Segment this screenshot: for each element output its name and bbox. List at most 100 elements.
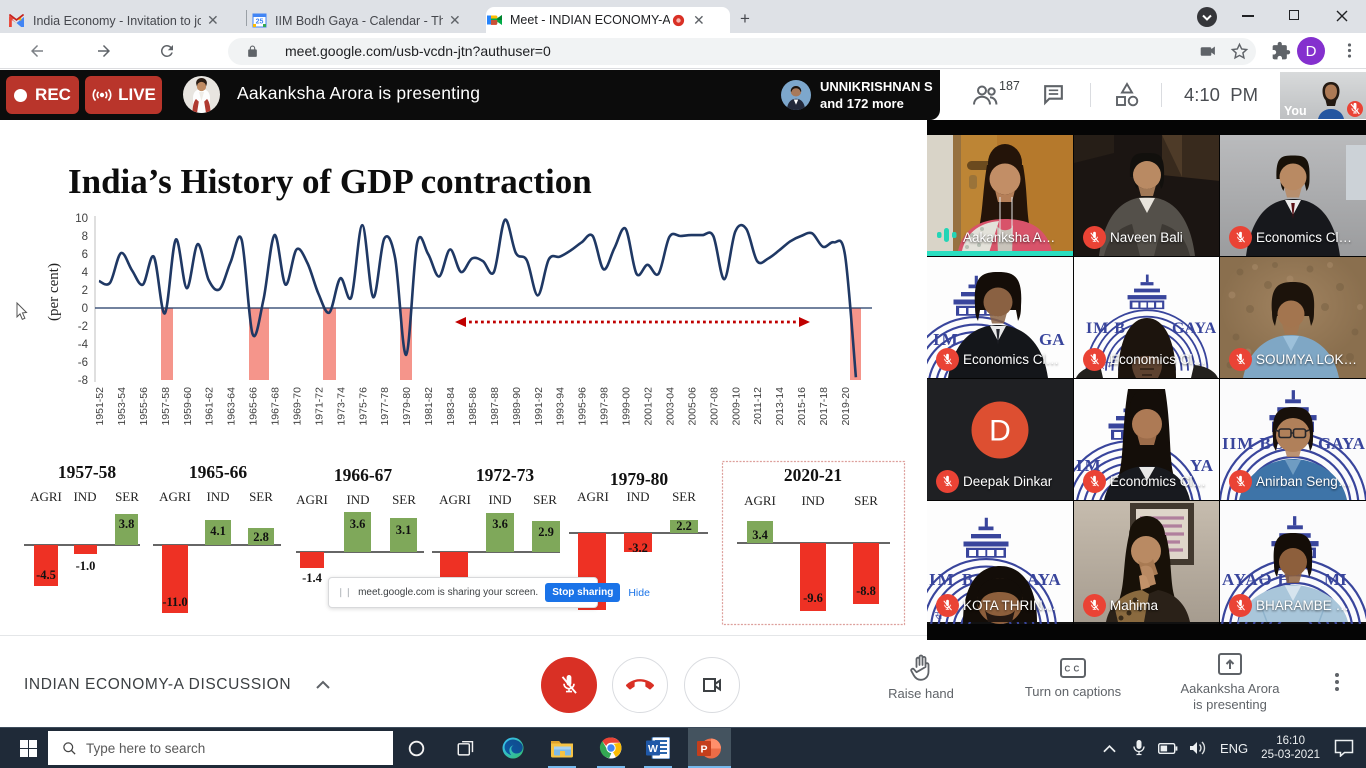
svg-text:YA: YA bbox=[1190, 456, 1214, 475]
svg-text:1987-88: 1987-88 bbox=[489, 387, 501, 426]
svg-text:IM: IM bbox=[933, 330, 960, 349]
svg-text:1979-80: 1979-80 bbox=[401, 387, 413, 426]
svg-text:1999-00: 1999-00 bbox=[621, 387, 633, 426]
svg-text:1983-84: 1983-84 bbox=[445, 387, 457, 426]
svg-text:C: C bbox=[1074, 665, 1080, 674]
svg-text:1981-82: 1981-82 bbox=[423, 387, 435, 426]
svg-text:-6: -6 bbox=[78, 357, 88, 369]
svg-text:2.2: 2.2 bbox=[676, 519, 692, 533]
svg-text:1955-56: 1955-56 bbox=[138, 387, 150, 426]
svg-text:1969-70: 1969-70 bbox=[292, 387, 304, 426]
svg-text:2005-06: 2005-06 bbox=[686, 387, 698, 426]
svg-text:SER: SER bbox=[672, 489, 696, 504]
svg-text:SER: SER bbox=[854, 493, 878, 508]
svg-text:1951-52: 1951-52 bbox=[94, 387, 106, 426]
svg-text:D: D bbox=[989, 415, 1011, 448]
svg-text:2019-20: 2019-20 bbox=[840, 387, 852, 426]
svg-text:-9.6: -9.6 bbox=[803, 591, 823, 605]
svg-text:GA: GA bbox=[1039, 330, 1065, 349]
svg-text:AGRI: AGRI bbox=[296, 492, 328, 507]
svg-text:IND: IND bbox=[346, 492, 369, 507]
svg-text:SER: SER bbox=[249, 489, 273, 504]
svg-text:6: 6 bbox=[82, 249, 88, 261]
svg-text:AGRI: AGRI bbox=[744, 493, 776, 508]
svg-text:स: स bbox=[935, 610, 943, 622]
svg-text:2: 2 bbox=[82, 285, 88, 297]
svg-text:2003-04: 2003-04 bbox=[664, 387, 676, 426]
svg-text:AGRI: AGRI bbox=[577, 489, 609, 504]
svg-text:IND: IND bbox=[626, 489, 649, 504]
svg-text:4: 4 bbox=[82, 267, 89, 279]
svg-text:GAYA: GAYA bbox=[1172, 320, 1217, 337]
svg-text:2001-02: 2001-02 bbox=[643, 387, 655, 426]
svg-text:2015-16: 2015-16 bbox=[796, 387, 808, 426]
svg-text:AYAƏ H: AYAƏ H bbox=[1222, 570, 1292, 589]
svg-text:1972-73: 1972-73 bbox=[476, 465, 535, 485]
svg-text:1959-60: 1959-60 bbox=[182, 387, 194, 426]
svg-text:2009-10: 2009-10 bbox=[730, 387, 742, 426]
svg-text:1965-66: 1965-66 bbox=[189, 462, 248, 482]
svg-text:3.1: 3.1 bbox=[396, 523, 412, 537]
svg-text:1963-64: 1963-64 bbox=[226, 387, 238, 426]
svg-text:1995-96: 1995-96 bbox=[577, 387, 589, 426]
svg-text:1977-78: 1977-78 bbox=[379, 387, 391, 426]
svg-text:P: P bbox=[700, 743, 707, 755]
svg-text:IM B: IM B bbox=[1086, 320, 1126, 337]
svg-text:3.4: 3.4 bbox=[752, 528, 768, 542]
svg-text:1997-98: 1997-98 bbox=[599, 387, 611, 426]
svg-text:1971-72: 1971-72 bbox=[313, 387, 325, 426]
svg-text:AYA: AYA bbox=[1027, 570, 1061, 589]
svg-text:IND: IND bbox=[488, 492, 511, 507]
svg-text:W: W bbox=[648, 743, 658, 755]
svg-text:-2: -2 bbox=[78, 321, 88, 333]
svg-text:8: 8 bbox=[82, 231, 88, 243]
svg-text:1985-86: 1985-86 bbox=[467, 387, 479, 426]
svg-text:-4: -4 bbox=[78, 339, 89, 351]
svg-text:-8.8: -8.8 bbox=[856, 584, 876, 598]
svg-text:1991-92: 1991-92 bbox=[533, 387, 545, 426]
svg-text:1957-58: 1957-58 bbox=[160, 387, 172, 426]
svg-text:25: 25 bbox=[256, 19, 264, 26]
svg-text:AGRI: AGRI bbox=[439, 492, 471, 507]
svg-text:AGRI: AGRI bbox=[30, 489, 62, 504]
svg-text:1966-67: 1966-67 bbox=[334, 465, 393, 485]
svg-text:(per cent): (per cent) bbox=[46, 263, 62, 321]
svg-text:-4.5: -4.5 bbox=[36, 568, 56, 582]
svg-text:3.8: 3.8 bbox=[119, 517, 135, 531]
svg-text:3.6: 3.6 bbox=[350, 517, 366, 531]
svg-text:-3.2: -3.2 bbox=[628, 541, 648, 555]
svg-text:C: C bbox=[1065, 665, 1071, 674]
svg-text:SER: SER bbox=[392, 492, 416, 507]
svg-text:2.9: 2.9 bbox=[538, 525, 554, 539]
svg-text:1973-74: 1973-74 bbox=[335, 387, 347, 426]
svg-text:-1.4: -1.4 bbox=[302, 571, 323, 585]
svg-text:1953-54: 1953-54 bbox=[116, 387, 128, 426]
svg-text:4.1: 4.1 bbox=[210, 524, 226, 538]
svg-text:1957-58: 1957-58 bbox=[58, 462, 117, 482]
svg-text:1989-90: 1989-90 bbox=[511, 387, 523, 426]
svg-text:1965-66: 1965-66 bbox=[248, 387, 260, 426]
svg-text:SER: SER bbox=[115, 489, 139, 504]
svg-text:MI: MI bbox=[1324, 570, 1347, 589]
svg-text:2007-08: 2007-08 bbox=[708, 387, 720, 426]
svg-text:-8: -8 bbox=[78, 375, 88, 387]
svg-text:3.6: 3.6 bbox=[492, 517, 508, 531]
svg-text:1975-76: 1975-76 bbox=[357, 387, 369, 426]
svg-text:2020-21: 2020-21 bbox=[784, 465, 842, 485]
svg-text:2017-18: 2017-18 bbox=[818, 387, 830, 426]
svg-text:AGRI: AGRI bbox=[159, 489, 191, 504]
svg-text:IIM BO: IIM BO bbox=[1222, 434, 1286, 453]
svg-text:IND: IND bbox=[73, 489, 96, 504]
svg-text:0: 0 bbox=[82, 303, 88, 315]
svg-text:IND: IND bbox=[206, 489, 229, 504]
svg-text:IND: IND bbox=[801, 493, 824, 508]
svg-text:1967-68: 1967-68 bbox=[270, 387, 282, 426]
svg-text:1979-80: 1979-80 bbox=[610, 469, 669, 489]
svg-text:2.8: 2.8 bbox=[253, 530, 269, 544]
svg-text:SER: SER bbox=[533, 492, 557, 507]
svg-text:You: You bbox=[1284, 104, 1307, 118]
svg-text:2011-12: 2011-12 bbox=[752, 387, 764, 425]
svg-text:India’s History of GDP contrac: India’s History of GDP contraction bbox=[68, 162, 592, 201]
svg-text:-11.0: -11.0 bbox=[162, 595, 187, 609]
svg-text:1961-62: 1961-62 bbox=[204, 387, 216, 426]
